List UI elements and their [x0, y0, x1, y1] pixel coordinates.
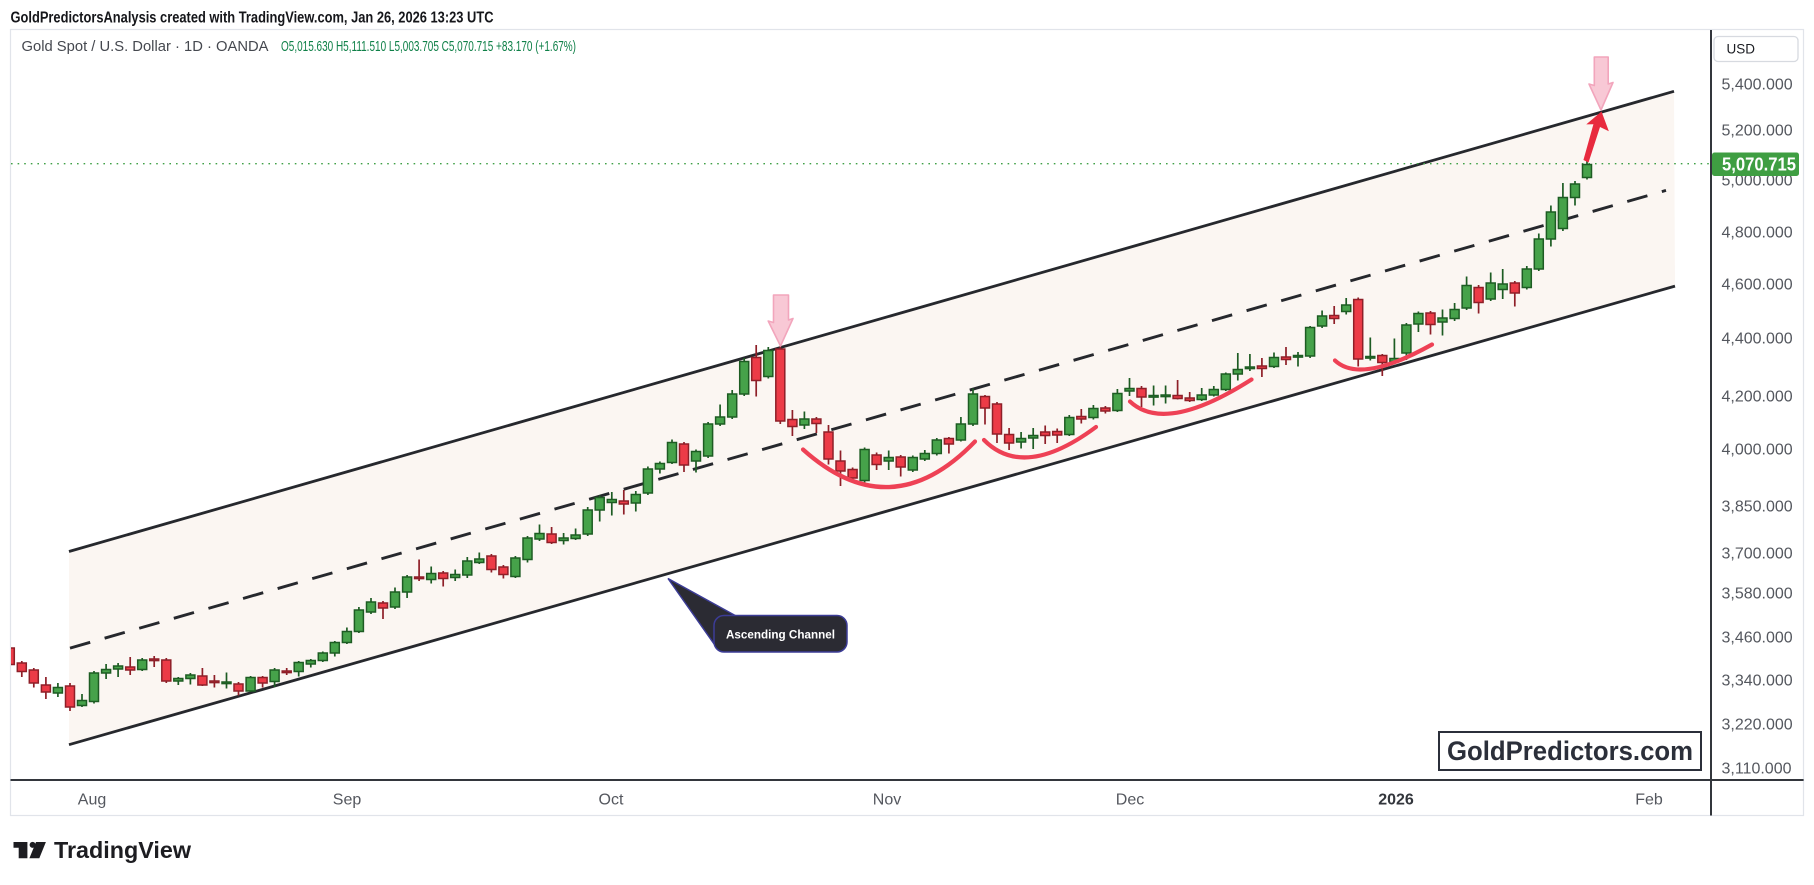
svg-text:Dec: Dec [1116, 792, 1144, 809]
svg-text:5,200.000: 5,200.000 [1722, 123, 1793, 140]
svg-text:Sep: Sep [333, 792, 362, 809]
svg-text:4,200.000: 4,200.000 [1722, 389, 1793, 406]
svg-text:4,600.000: 4,600.000 [1722, 277, 1793, 294]
svg-text:Aug: Aug [78, 792, 106, 809]
svg-text:GoldPredictorsAnalysis created: GoldPredictorsAnalysis created with Trad… [11, 10, 494, 27]
svg-text:3,850.000: 3,850.000 [1722, 499, 1793, 516]
svg-text:GoldPredictors.com: GoldPredictors.com [1447, 736, 1693, 766]
svg-text:4,400.000: 4,400.000 [1722, 331, 1793, 348]
svg-text:3,220.000: 3,220.000 [1722, 717, 1793, 734]
svg-text:Gold Spot / U.S. Dollar · 1D ·: Gold Spot / U.S. Dollar · 1D · OANDA [22, 39, 269, 55]
svg-text:Feb: Feb [1635, 792, 1663, 809]
svg-text:5,000.000: 5,000.000 [1722, 173, 1793, 190]
svg-text:TradingView: TradingView [54, 837, 191, 863]
svg-text:Oct: Oct [599, 792, 624, 809]
svg-text:3,700.000: 3,700.000 [1722, 546, 1793, 563]
svg-text:5,400.000: 5,400.000 [1722, 77, 1793, 94]
svg-text:USD: USD [1727, 42, 1756, 57]
svg-text:4,000.000: 4,000.000 [1722, 442, 1793, 459]
svg-text:3,110.000: 3,110.000 [1722, 761, 1792, 778]
svg-text:2026: 2026 [1378, 792, 1414, 809]
svg-text:Nov: Nov [873, 792, 901, 809]
svg-text:Ascending Channel: Ascending Channel [726, 628, 835, 642]
svg-text:O5,015.630 H5,111.510 L5,003.7: O5,015.630 H5,111.510 L5,003.705 C5,070.… [281, 39, 576, 55]
svg-text:3,460.000: 3,460.000 [1722, 630, 1793, 647]
svg-text:4,800.000: 4,800.000 [1722, 225, 1793, 242]
svg-text:3,340.000: 3,340.000 [1722, 673, 1793, 690]
svg-text:3,580.000: 3,580.000 [1722, 586, 1793, 603]
svg-text:5,070.715: 5,070.715 [1722, 155, 1796, 175]
